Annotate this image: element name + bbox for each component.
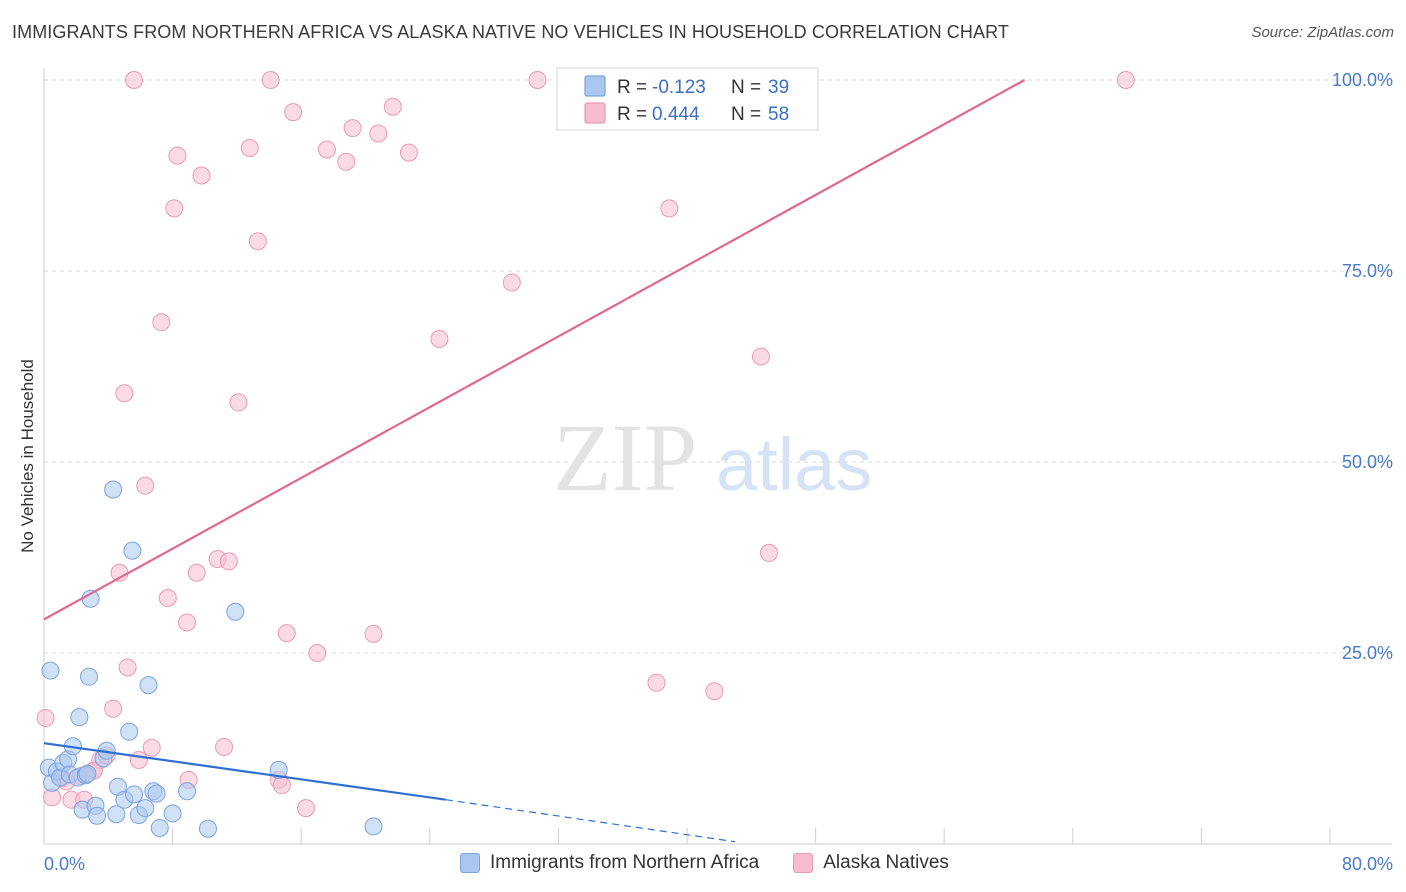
northern-africa-points <box>39 480 383 838</box>
alaska-natives-point-55 <box>1116 71 1135 89</box>
legend-item-alaska-natives: Alaska Natives <box>793 852 949 874</box>
legend-swatch-pink <box>793 853 814 873</box>
alaska-natives-point-54 <box>759 543 778 562</box>
alaska-natives-point-14 <box>129 750 148 769</box>
northern-africa-point-27 <box>136 799 155 818</box>
stats-n-value-0: 39 <box>768 77 789 98</box>
alaska-natives-point-51 <box>660 199 679 218</box>
northern-africa-point-38 <box>78 764 97 783</box>
y-tick-label-3: 100.0% <box>1332 70 1393 90</box>
legend-swatch-blue <box>460 853 480 873</box>
northern-africa-point-35 <box>226 602 245 621</box>
northern-africa-point-32 <box>163 804 182 823</box>
trend-lines <box>43 79 1026 843</box>
northern-africa-point-19 <box>104 480 123 499</box>
alaska-natives-point-46 <box>502 273 521 292</box>
x-tick-label-1: 80.0% <box>1342 854 1393 874</box>
y-tick-label-0: 25.0% <box>1342 643 1393 663</box>
alaska-natives-point-29 <box>240 138 259 157</box>
source-label: Source: ZipAtlas.com <box>1251 24 1394 41</box>
alaska-natives-point-44 <box>399 143 418 162</box>
northern-africa-point-37 <box>364 817 383 836</box>
northern-africa-point-1 <box>41 661 60 680</box>
alaska-natives-point-13 <box>125 71 144 89</box>
alaska-natives-point-20 <box>168 146 187 165</box>
alaska-natives-point-42 <box>369 124 388 143</box>
alaska-natives-point-27 <box>219 552 238 571</box>
northern-africa-point-33 <box>178 782 197 801</box>
watermark-zip: ZIP <box>553 404 697 511</box>
alaska-natives-point-11 <box>115 384 134 403</box>
alaska-natives-point-19 <box>165 199 184 218</box>
northern-africa-point-20 <box>107 805 126 824</box>
stats-r-label-1: R = <box>617 104 647 125</box>
alaska-natives-point-33 <box>272 776 291 795</box>
northern-africa-point-28 <box>139 676 158 695</box>
alaska-natives-point-50 <box>647 673 666 692</box>
grid-lines <box>44 79 1392 654</box>
northern-africa-point-31 <box>150 818 169 837</box>
alaska-natives-point-52 <box>705 682 724 701</box>
alaska-natives-point-12 <box>118 658 137 677</box>
alaska-natives-point-31 <box>261 71 280 89</box>
watermark: ZIP atlas <box>553 404 872 511</box>
northern-africa-point-16 <box>88 806 107 825</box>
legend-label-alaska-natives: Alaska Natives <box>823 852 949 873</box>
northern-africa-trend-extension <box>445 799 736 843</box>
alaska-natives-point-35 <box>284 103 303 122</box>
stats-n-label-0: N = <box>731 77 761 98</box>
stats-swatch-pink <box>584 102 606 124</box>
alaska-natives-point-45 <box>430 329 449 348</box>
northern-africa-point-34 <box>198 819 217 838</box>
alaska-natives-point-21 <box>178 613 197 632</box>
stats-n-label-1: N = <box>731 104 761 125</box>
stats-r-value-0: -0.123 <box>652 77 706 98</box>
northern-africa-point-10 <box>70 708 89 727</box>
legend-label-northern-africa: Immigrants from Northern Africa <box>490 852 760 873</box>
y-tick-label-2: 75.0% <box>1342 261 1393 281</box>
northern-africa-point-30 <box>147 784 166 803</box>
tick-labels: 25.0% 50.0% 75.0% 100.0% 0.0% 80.0% <box>44 70 1393 874</box>
legend-item-northern-africa: Immigrants from Northern Africa <box>460 852 759 874</box>
northern-africa-point-24 <box>123 541 142 560</box>
alaska-natives-point-37 <box>308 644 327 662</box>
alaska-natives-point-38 <box>317 140 336 159</box>
alaska-natives-point-26 <box>215 737 234 756</box>
alaska-natives-point-17 <box>152 313 171 332</box>
alaska-natives-point-40 <box>343 119 362 138</box>
northern-africa-point-23 <box>120 722 139 741</box>
alaska-natives-point-15 <box>136 476 155 495</box>
series-legend: Immigrants from Northern Africa Alaska N… <box>460 852 949 874</box>
stats-legend: R = -0.123 N = 39 R = 0.444 N = 58 <box>556 67 819 131</box>
alaska-natives-point-53 <box>751 347 770 366</box>
alaska-natives-point-0 <box>36 708 55 727</box>
y-tick-label-1: 50.0% <box>1342 452 1393 472</box>
northern-africa-point-36 <box>269 760 288 779</box>
alaska-natives-trend-line <box>43 79 1026 621</box>
alaska-natives-point-23 <box>187 563 206 582</box>
alaska-natives-point-41 <box>364 624 383 643</box>
alaska-natives-point-34 <box>277 624 296 643</box>
stats-n-value-1: 58 <box>768 104 789 125</box>
alaska-natives-point-30 <box>248 232 267 251</box>
alaska-natives-point-9 <box>104 699 123 718</box>
northern-africa-point-13 <box>80 667 99 686</box>
stats-r-value-1: 0.444 <box>652 104 700 125</box>
chart-title: IMMIGRANTS FROM NORTHERN AFRICA VS ALASK… <box>12 22 1009 42</box>
alaska-natives-point-16 <box>142 738 161 757</box>
alaska-natives-point-28 <box>229 393 248 412</box>
alaska-natives-point-39 <box>337 152 356 171</box>
x-tick-label-0: 0.0% <box>44 854 85 874</box>
watermark-atlas: atlas <box>716 423 872 506</box>
northern-africa-point-25 <box>125 785 144 804</box>
alaska-natives-point-47 <box>528 71 547 89</box>
alaska-natives-point-36 <box>297 799 316 818</box>
alaska-natives-point-43 <box>383 97 402 116</box>
alaska-natives-point-18 <box>158 588 177 607</box>
stats-r-label-0: R = <box>617 77 647 98</box>
stats-swatch-blue <box>584 75 606 97</box>
alaska-natives-point-24 <box>192 166 211 185</box>
northern-africa-trend-line <box>43 742 447 801</box>
